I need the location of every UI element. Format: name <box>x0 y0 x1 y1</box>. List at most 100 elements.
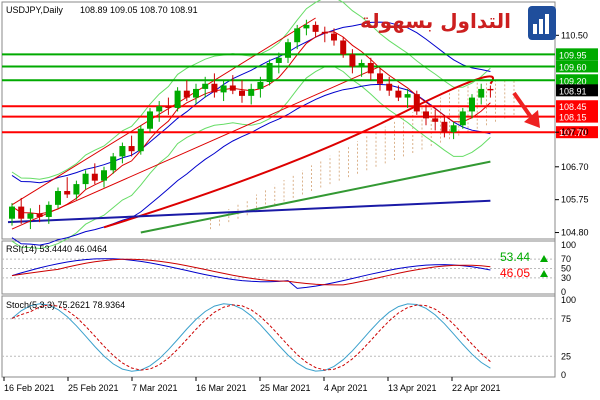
candle-body <box>193 88 199 98</box>
price-tick-label: 107.70 <box>561 127 589 137</box>
candle-body <box>174 90 181 108</box>
candle-body <box>450 125 457 133</box>
level-tag <box>556 110 598 123</box>
candle-body <box>9 206 15 219</box>
down-arrow-icon <box>512 91 540 128</box>
rsi-signal-label: 46.05 <box>500 266 530 280</box>
price-tick-label: 105.75 <box>561 195 589 205</box>
candle-body <box>27 213 34 219</box>
candle-body <box>36 213 43 217</box>
level-label: 108.45 <box>559 102 587 112</box>
candle-body <box>128 146 135 152</box>
time-tick-label: 7 Mar 2021 <box>132 383 178 393</box>
candle-body <box>478 88 485 98</box>
candle-body <box>349 54 356 67</box>
rsi-tick-label: 100 <box>561 240 576 250</box>
watermark-text: التداول بسهولة <box>360 9 511 33</box>
last-price-label: 108.91 <box>559 86 587 96</box>
rsi-value-label: 53.44 <box>500 250 530 264</box>
time-tick-label: 22 Apr 2021 <box>452 383 501 393</box>
candle-body <box>45 204 52 217</box>
stoch-k-line <box>11 303 491 372</box>
candle-body <box>55 191 61 205</box>
candle-body <box>285 42 291 58</box>
lower-envelope-line <box>11 65 491 250</box>
level-tag <box>556 48 598 61</box>
candle-body <box>211 83 218 93</box>
time-tick-label: 16 Mar 2021 <box>196 383 247 393</box>
candle-body <box>147 111 153 129</box>
candle-body <box>294 28 301 43</box>
candle-body <box>137 128 144 152</box>
stoch-tick-label: 0 <box>561 370 566 380</box>
candle-body <box>220 85 227 93</box>
upper-bollinger-line <box>11 21 491 184</box>
candle-body <box>257 82 264 89</box>
slow-ma-blue-line <box>7 199 491 224</box>
symbol-title: USDJPY,Daily <box>6 5 63 15</box>
stochastic-pane: 100 75 25 0 <box>2 295 576 380</box>
rsi-up-triangle-icon <box>540 255 548 262</box>
time-tick-label: 25 Feb 2021 <box>68 383 119 393</box>
stoch-tick-label: 25 <box>561 351 571 361</box>
candle-body <box>165 106 172 108</box>
candle-body <box>340 40 347 55</box>
level-label: 109.20 <box>559 76 587 86</box>
level-tag <box>556 74 598 87</box>
rsi-signal-triangle-icon <box>540 270 548 277</box>
candle-body <box>358 62 365 67</box>
candle-body <box>156 106 163 112</box>
candle-body <box>441 121 448 133</box>
candle-body <box>275 57 282 63</box>
candle-body <box>73 184 80 195</box>
ohlc-readout: 108.89 109.05 108.70 108.91 <box>80 5 198 15</box>
candle-body <box>331 33 337 41</box>
upper-envelope-line <box>11 0 491 180</box>
candle-body <box>386 83 393 91</box>
candle-body <box>303 24 310 29</box>
time-tick-label: 25 Mar 2021 <box>260 383 311 393</box>
stoch-d-line <box>11 304 491 371</box>
candle-body <box>404 94 411 98</box>
channel-upper-line <box>11 17 316 206</box>
rsi-signal-line <box>11 258 491 286</box>
level-tag <box>556 100 598 113</box>
level-label: 108.15 <box>559 113 587 123</box>
price-tick-label: 110.50 <box>561 30 588 40</box>
candle-body <box>266 62 273 83</box>
price-tick-label: 104.80 <box>561 228 589 238</box>
candle-body <box>413 94 420 112</box>
candle-body <box>229 85 236 91</box>
candle-body <box>82 173 89 185</box>
stoch-title: Stoch(5,3,3) 75.2621 78.9364 <box>6 300 125 310</box>
candle-body <box>202 83 209 89</box>
candle-body <box>239 90 245 96</box>
candle-body <box>312 24 319 32</box>
level-tag <box>556 126 598 139</box>
level-label: 109.60 <box>559 62 587 72</box>
time-tick-label: 13 Apr 2021 <box>388 383 437 393</box>
candle-body <box>101 170 107 181</box>
candle-body <box>459 111 466 126</box>
rsi-tick-label: 30 <box>561 273 571 283</box>
stoch-tick-label: 100 <box>561 295 576 305</box>
channel-lower-line <box>11 65 381 230</box>
candle-body <box>183 90 190 98</box>
candle-body <box>248 88 255 96</box>
price-tick-label: 106.70 <box>561 162 589 172</box>
candle-body <box>432 118 439 122</box>
level-label: 109.95 <box>559 50 587 60</box>
candle-body <box>423 111 429 119</box>
candle-body <box>18 206 25 219</box>
candle-body <box>395 90 402 98</box>
candle-body <box>110 156 117 171</box>
level-tag <box>556 60 598 73</box>
level-label: 107.70 <box>559 128 587 138</box>
stoch-tick-label: 75 <box>561 314 571 324</box>
brand-logo: التداول بسهولة <box>360 6 556 40</box>
chart-logo-icon <box>528 6 556 40</box>
candle-body <box>367 62 374 74</box>
